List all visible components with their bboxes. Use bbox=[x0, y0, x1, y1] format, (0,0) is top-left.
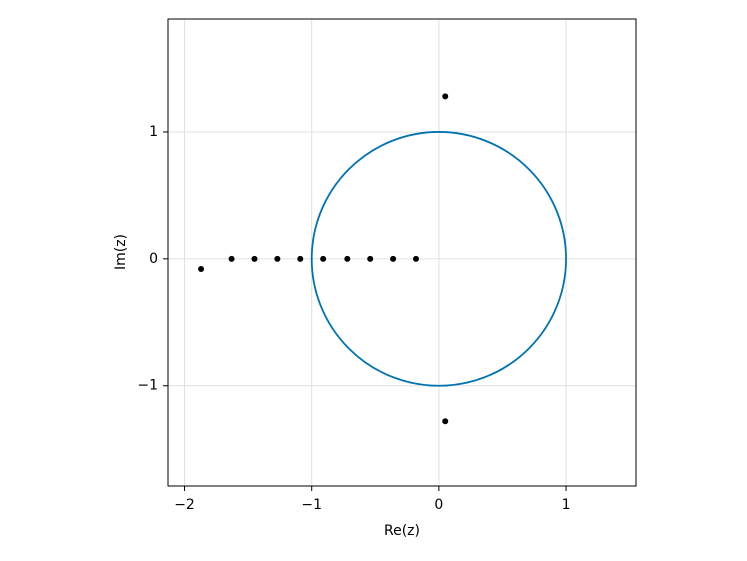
x-tick-label: 1 bbox=[562, 497, 571, 513]
point bbox=[297, 255, 304, 262]
y-tick-label: −1 bbox=[137, 378, 158, 394]
point bbox=[442, 418, 449, 425]
y-tick-label: 0 bbox=[149, 251, 158, 267]
point bbox=[228, 255, 235, 262]
point bbox=[251, 255, 258, 262]
plot-frame bbox=[167, 18, 637, 487]
y-tick-label: 1 bbox=[149, 124, 158, 140]
point bbox=[344, 255, 351, 262]
unit-circle bbox=[310, 131, 567, 387]
x-tick-label: −2 bbox=[174, 497, 195, 513]
point bbox=[412, 255, 419, 262]
point bbox=[442, 93, 449, 100]
point bbox=[390, 255, 397, 262]
y-axis-label: Im(z) bbox=[113, 234, 129, 270]
point bbox=[198, 265, 205, 272]
x-tick-label: −1 bbox=[301, 497, 322, 513]
x-axis-label: Re(z) bbox=[384, 523, 420, 539]
point bbox=[274, 255, 281, 262]
point bbox=[367, 255, 374, 262]
point bbox=[320, 255, 327, 262]
x-tick-label: 0 bbox=[434, 497, 443, 513]
